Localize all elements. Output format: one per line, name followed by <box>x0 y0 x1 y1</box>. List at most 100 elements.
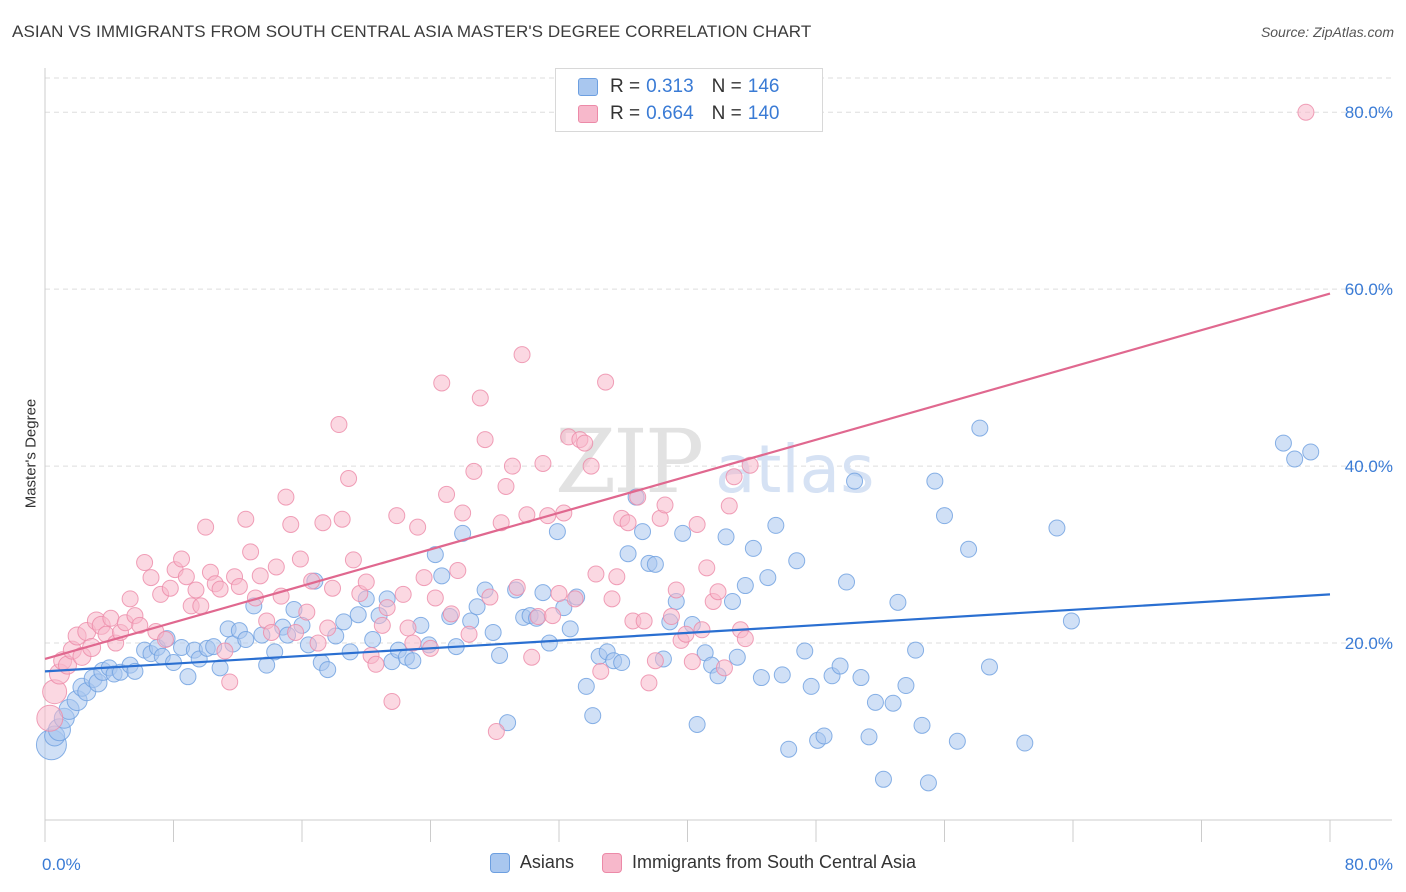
data-point <box>897 677 915 695</box>
legend-n-label: N = <box>711 76 742 97</box>
data-point <box>126 662 144 680</box>
data-point <box>587 565 605 583</box>
data-point <box>367 655 385 673</box>
legend-swatch-immigrants <box>578 105 598 123</box>
data-point <box>330 416 348 434</box>
data-point <box>582 457 600 475</box>
data-point <box>481 588 499 606</box>
data-point <box>197 518 215 536</box>
data-point <box>698 559 716 577</box>
data-point <box>815 727 833 745</box>
data-point <box>277 488 295 506</box>
data-point <box>780 740 798 758</box>
data-point <box>409 518 427 536</box>
data-point <box>831 657 849 675</box>
data-point <box>1016 734 1034 752</box>
data-point <box>454 504 472 522</box>
data-point <box>388 507 406 525</box>
data-point <box>866 693 884 711</box>
data-point <box>121 590 139 608</box>
data-point <box>211 580 229 598</box>
data-point <box>683 653 701 671</box>
data-point <box>550 585 568 603</box>
data-point <box>592 662 610 680</box>
data-point <box>136 554 154 572</box>
data-point <box>314 514 332 532</box>
data-point <box>635 612 653 630</box>
legend-label-immigrants: Immigrants from South Central Asia <box>631 852 917 872</box>
data-point <box>161 579 179 597</box>
data-point <box>577 677 595 695</box>
data-point <box>667 581 685 599</box>
legend-item-immigrants[interactable]: Immigrants from South Central Asia <box>601 852 917 873</box>
data-point <box>566 590 584 608</box>
data-point <box>324 579 342 597</box>
data-point <box>484 623 502 641</box>
legend-r-value: 0.313 <box>646 76 694 97</box>
data-point <box>426 589 444 607</box>
data-point <box>415 569 433 587</box>
legend-swatch-asians <box>578 78 598 96</box>
data-point <box>640 674 658 692</box>
data-point <box>788 552 806 570</box>
data-point <box>634 523 652 541</box>
watermark-atlas: atlas <box>715 431 875 508</box>
data-point <box>262 623 280 641</box>
data-point <box>36 704 64 732</box>
data-point <box>404 634 422 652</box>
data-point <box>266 643 284 661</box>
data-point <box>744 539 762 557</box>
data-point <box>576 434 594 452</box>
data-point <box>523 648 541 666</box>
data-point <box>773 666 791 684</box>
data-point <box>230 577 248 595</box>
data-point <box>948 732 966 750</box>
data-point <box>344 551 362 569</box>
data-point <box>442 605 460 623</box>
legend-n-value: 146 <box>747 76 780 97</box>
data-point <box>1302 443 1320 461</box>
data-point <box>426 546 444 564</box>
data-point <box>741 456 759 474</box>
data-point <box>383 692 401 710</box>
data-point <box>309 634 327 652</box>
data-point <box>1062 612 1080 630</box>
y-tick-label: 40.0% <box>1345 457 1393 476</box>
data-point <box>971 419 989 437</box>
data-point <box>491 646 509 664</box>
data-point <box>802 677 820 695</box>
data-point <box>561 620 579 638</box>
data-point <box>499 714 517 732</box>
data-point <box>373 616 391 634</box>
data-point <box>597 373 615 391</box>
data-point <box>192 597 210 615</box>
data-point <box>508 578 526 596</box>
y-tick-label: 60.0% <box>1345 280 1393 299</box>
data-point <box>179 668 197 686</box>
data-point <box>960 540 978 558</box>
series-immigrants-points <box>36 103 1315 741</box>
data-point <box>404 652 422 670</box>
data-point <box>449 562 467 580</box>
trend-line-blue <box>44 593 1331 673</box>
data-point <box>433 567 451 585</box>
legend-r-label: R = <box>610 103 641 124</box>
legend-r-value: 0.664 <box>646 103 694 124</box>
data-point <box>889 593 907 611</box>
legend-n-value: 140 <box>747 103 780 124</box>
data-point <box>796 642 814 660</box>
data-point <box>221 673 239 691</box>
data-point <box>487 723 505 741</box>
data-point <box>884 694 902 712</box>
data-point <box>335 613 353 631</box>
data-point <box>399 619 417 637</box>
data-point <box>378 599 396 617</box>
data-point <box>142 569 160 587</box>
data-point <box>936 507 953 525</box>
data-point <box>913 716 931 734</box>
data-point <box>298 603 316 621</box>
data-point <box>291 550 309 568</box>
correlation-legend: R = 0.313 N = 146 R = 0.664 N = 140 <box>555 68 823 132</box>
data-point <box>736 577 754 595</box>
legend-item-asians[interactable]: Asians <box>489 852 574 873</box>
